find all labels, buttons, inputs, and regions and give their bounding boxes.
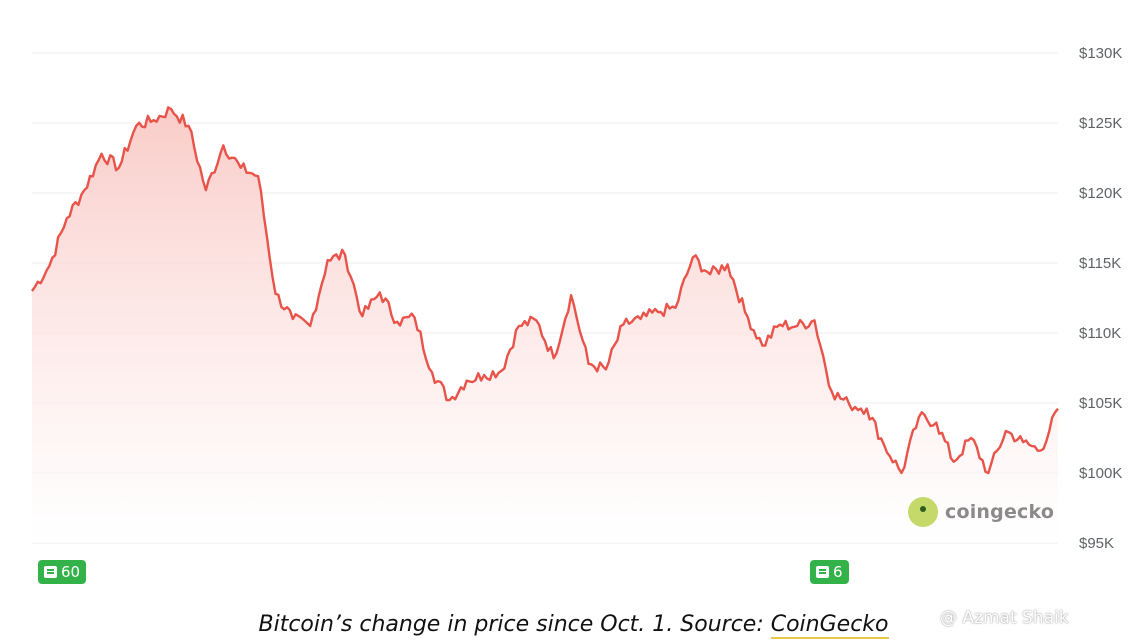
y-tick-label: $120K — [1079, 185, 1122, 202]
news-icon — [816, 566, 829, 578]
y-axis-ticks: $130K $125K $120K $115K $110K $105K $100K $95K — [1079, 45, 1122, 552]
y-tick-label: $110K — [1079, 325, 1121, 342]
source-link[interactable]: CoinGecko — [770, 612, 889, 639]
y-tick-label: $115K — [1079, 255, 1121, 272]
y-tick-label: $100K — [1079, 465, 1122, 482]
price-line — [31, 106, 1059, 475]
news-badge-60[interactable]: 60 — [38, 560, 87, 584]
y-tick-label: $125K — [1079, 115, 1122, 132]
author-credit: @ Azmat Shaik — [940, 608, 1069, 628]
caption-text: Bitcoin’s change in price since Oct. 1. … — [258, 612, 771, 637]
price-chart: $130K $125K $120K $115K $110K $105K $100K $95K — [31, 45, 1122, 552]
coingecko-watermark: coingecko — [908, 497, 1054, 527]
y-tick-label: $95K — [1079, 535, 1114, 552]
chart-caption: Bitcoin’s change in price since Oct. 1. … — [0, 612, 1147, 639]
news-count: 6 — [833, 563, 843, 581]
y-tick-label: $105K — [1079, 395, 1122, 412]
news-count: 60 — [61, 563, 81, 581]
news-badge-6[interactable]: 6 — [810, 560, 849, 584]
news-icon — [44, 566, 57, 578]
gecko-logo-icon — [908, 497, 938, 527]
watermark-text: coingecko — [945, 501, 1055, 523]
price-area — [32, 107, 1058, 544]
y-tick-label: $130K — [1079, 45, 1122, 62]
